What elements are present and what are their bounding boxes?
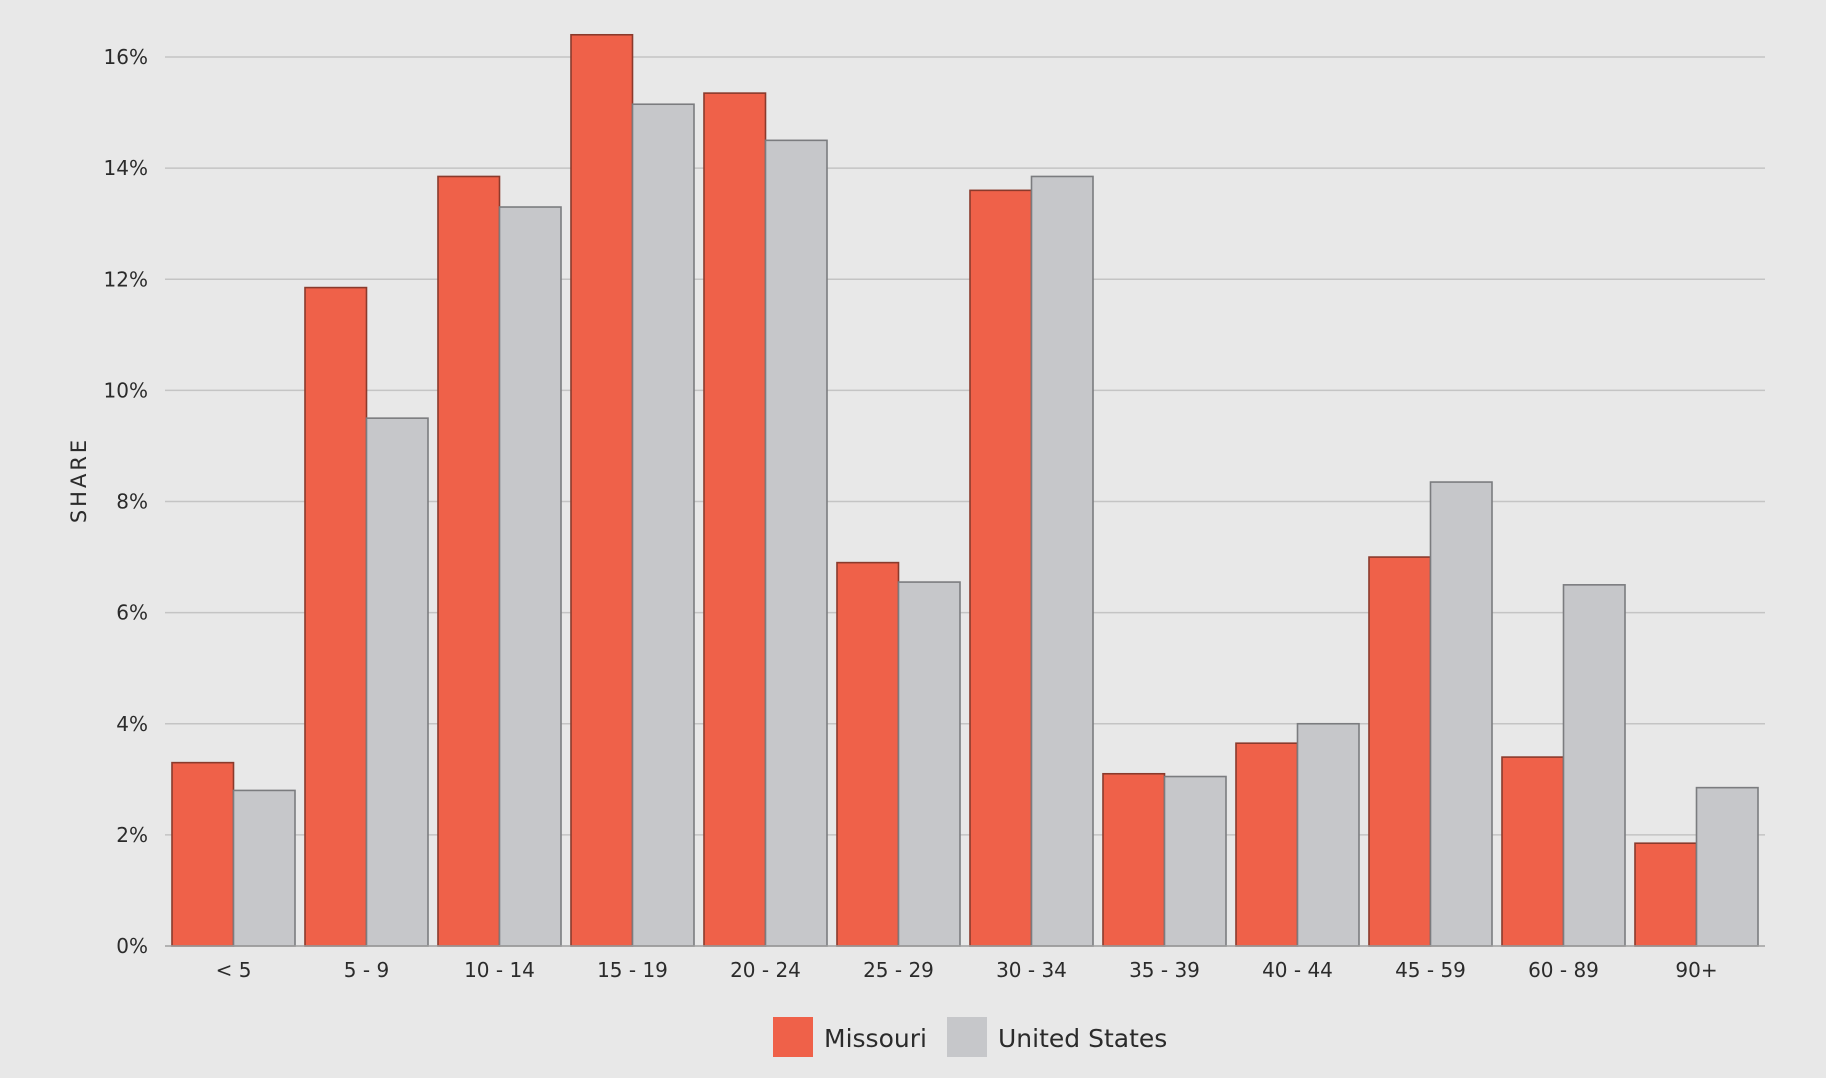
- bar-united-states: [631, 103, 695, 947]
- y-axis-ticks: 0% 2% 4% 6% 8% 10% 12% 14% 16%: [104, 45, 148, 958]
- bar-united-states: [498, 206, 562, 947]
- bar-united-states: [1695, 786, 1759, 947]
- y-tick-label: 14%: [104, 156, 148, 180]
- legend-label-missouri: Missouri: [824, 1024, 927, 1053]
- y-tick-label: 4%: [116, 712, 148, 736]
- bar-united-states: [1562, 584, 1626, 947]
- legend-swatch-missouri: [773, 1017, 813, 1057]
- bar-missouri: [437, 175, 501, 947]
- bar-missouri: [703, 92, 767, 947]
- bar-united-states: [764, 139, 828, 947]
- legend-swatch-united-states: [947, 1017, 987, 1057]
- bar-united-states: [1296, 722, 1360, 947]
- y-tick-label: 10%: [104, 378, 148, 402]
- y-tick-label: 2%: [116, 823, 148, 847]
- x-tick-label: 10 - 14: [464, 958, 535, 982]
- bar-missouri: [1102, 772, 1166, 947]
- x-tick-label: 90+: [1675, 958, 1717, 982]
- y-tick-label: 0%: [116, 934, 148, 958]
- x-tick-label: 60 - 89: [1528, 958, 1599, 982]
- x-tick-label: 35 - 39: [1129, 958, 1200, 982]
- bar-missouri: [969, 189, 1033, 947]
- bar-united-states: [232, 789, 296, 947]
- y-tick-label: 16%: [104, 45, 148, 69]
- x-tick-label: < 5: [216, 958, 252, 982]
- x-tick-label: 25 - 29: [863, 958, 934, 982]
- x-tick-label: 15 - 19: [597, 958, 668, 982]
- bar-united-states: [365, 417, 429, 947]
- bar-missouri: [171, 761, 235, 947]
- y-tick-label: 6%: [116, 601, 148, 625]
- x-tick-label: 20 - 24: [730, 958, 801, 982]
- x-tick-label: 30 - 34: [996, 958, 1067, 982]
- legend: Missouri United States: [773, 1017, 1167, 1057]
- bar-missouri: [570, 33, 634, 947]
- bar-missouri: [836, 561, 900, 947]
- y-tick-label: 12%: [104, 267, 148, 291]
- bar-united-states: [1163, 775, 1227, 947]
- x-tick-label: 40 - 44: [1262, 958, 1333, 982]
- bar-united-states: [1030, 175, 1094, 947]
- bar-united-states: [897, 581, 961, 947]
- bar-missouri: [1235, 742, 1299, 947]
- bar-missouri: [304, 286, 368, 947]
- legend-label-united-states: United States: [998, 1024, 1167, 1053]
- bar-missouri: [1634, 842, 1698, 947]
- bar-united-states: [1429, 481, 1493, 947]
- y-tick-label: 8%: [116, 490, 148, 514]
- bars: [171, 33, 1759, 947]
- bar-missouri: [1368, 556, 1432, 947]
- bar-missouri: [1501, 756, 1565, 947]
- gridlines: [165, 56, 1765, 836]
- x-axis-ticks: < 5 5 - 9 10 - 14 15 - 19 20 - 24 25 - 29 30 -…: [216, 958, 1718, 982]
- y-axis-title: SHARE: [67, 437, 91, 523]
- x-tick-label: 45 - 59: [1395, 958, 1466, 982]
- x-tick-label: 5 - 9: [344, 958, 389, 982]
